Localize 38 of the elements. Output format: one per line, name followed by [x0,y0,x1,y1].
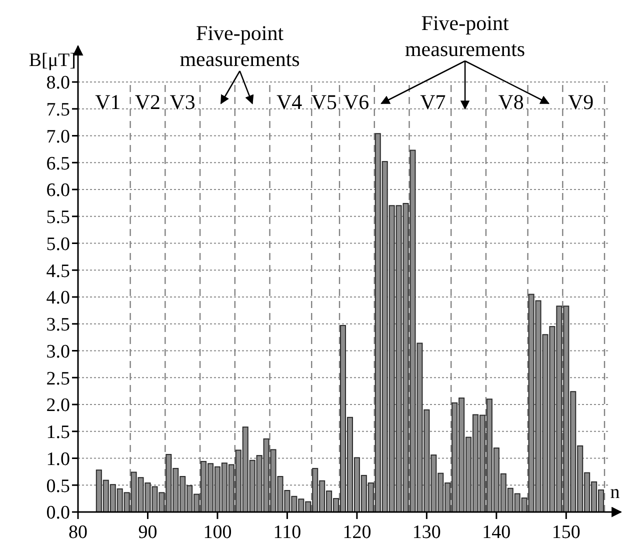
x-tick-label: 130 [412,522,441,543]
y-tick-label: 5.0 [46,234,70,255]
annotation: V2 [134,90,161,114]
y-tick-label: 2.5 [46,368,70,390]
annotation: V9 [568,90,594,114]
x-tick-label: 90 [138,522,158,543]
y-tick-label: 3.0 [46,341,70,362]
y-tick-label: 7.5 [46,100,70,121]
annotation: V8 [498,90,524,114]
x-tick-label: 100 [203,522,232,543]
annotation: V6 [343,90,370,114]
y-tick-label: 8.0 [46,72,70,94]
y-tick-label: 3.5 [46,314,70,336]
annotation: V3 [170,90,196,114]
text: Five-point measurements [404,11,526,61]
y-tick-label: 2.0 [46,395,70,416]
x-tick-label: 120 [342,522,372,543]
y-tick-label: 4.0 [46,288,70,309]
y-axis-title: B[μT] [28,50,76,71]
y-tick-label: 0.0 [46,502,70,524]
y-tick-label: 0.5 [46,476,70,497]
y-tick-label: 6.5 [46,153,70,174]
x-tick-label: 110 [273,522,302,543]
annotation: V5 [311,90,338,114]
annotation: V1 [95,90,121,114]
x-tick-label: 140 [482,522,511,543]
y-tick-label: 4.5 [46,260,70,282]
y-tick-label: 6.0 [46,180,70,202]
y-tick-label: 7.0 [46,126,70,148]
x-tick-label: 150 [552,522,580,543]
annotation: V7 [420,90,446,114]
text: Five-point measurements [180,21,300,71]
annotation: V4 [276,90,303,114]
y-tick-label: 5.5 [46,207,70,228]
x-tick-label: 80 [68,522,88,543]
x-axis-title: n [610,482,620,503]
y-tick-label: 1.5 [46,422,70,444]
y-tick-label: 1.0 [46,448,70,470]
